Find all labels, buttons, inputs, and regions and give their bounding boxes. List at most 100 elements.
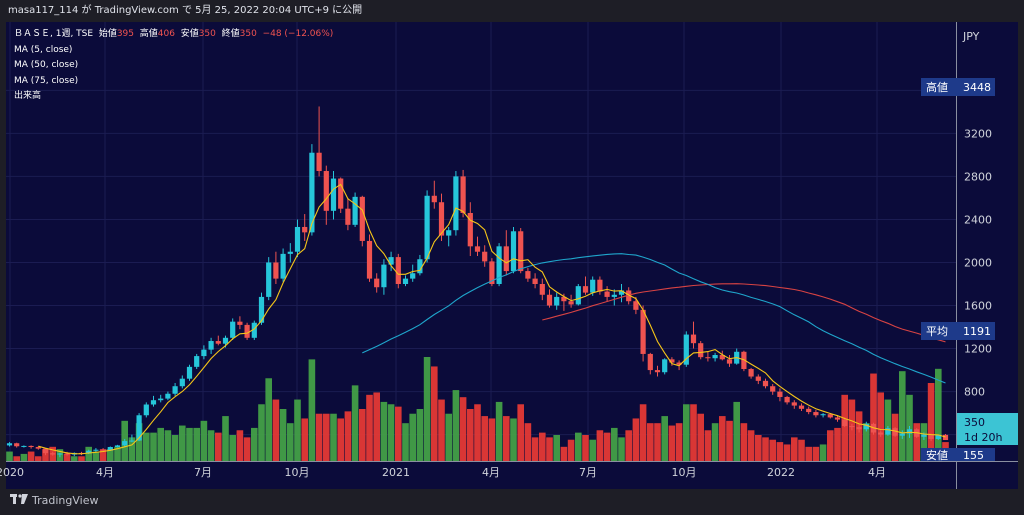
volume-bar <box>639 404 647 461</box>
candle-body <box>100 449 106 451</box>
candle-body <box>14 443 20 447</box>
candle-body <box>539 283 545 295</box>
volume-bar <box>337 418 344 461</box>
candle-body <box>798 405 805 409</box>
volume-bar <box>783 444 791 461</box>
volume-bar <box>222 416 229 461</box>
legend-volume[interactable]: 出来高 <box>14 91 42 101</box>
candle-body <box>510 231 517 272</box>
candle-body <box>453 176 459 231</box>
candle-body <box>482 251 488 262</box>
tradingview-logo[interactable]: TradingView <box>10 494 98 507</box>
volume-bar <box>193 427 200 461</box>
volume-bar <box>704 430 712 461</box>
candle-body <box>885 428 891 435</box>
candle-body <box>597 279 603 292</box>
low-marker-value: 155 <box>963 449 984 462</box>
candle-body <box>640 309 646 354</box>
volume-bar <box>409 413 416 461</box>
candle-body <box>86 450 92 454</box>
volume-bar <box>431 366 438 461</box>
volume-bar <box>675 423 683 461</box>
volume-bar <box>243 437 251 461</box>
candle-body <box>942 434 949 441</box>
volume-bar <box>186 427 193 461</box>
candle-body <box>863 423 869 430</box>
candle-body <box>676 362 682 365</box>
volume-bar <box>128 437 136 461</box>
candle-body <box>892 428 898 436</box>
volume-bar <box>855 411 863 461</box>
volume-bar <box>6 451 13 461</box>
legend-ma5[interactable]: MA (5, close) <box>14 44 73 55</box>
legend-high-label: 高値 <box>139 29 158 39</box>
candle-body <box>366 240 373 279</box>
candle-body <box>352 196 358 225</box>
ma75-line <box>542 283 946 343</box>
volume-bar <box>99 449 107 461</box>
volume-bar <box>265 378 272 461</box>
volume-bar <box>114 446 121 461</box>
time-tick-label: 7月 <box>194 466 212 479</box>
volume-bar <box>575 432 582 461</box>
candle-body <box>410 273 416 279</box>
candle-body <box>323 171 329 211</box>
average-marker-box <box>921 322 995 340</box>
volume-bar <box>272 399 280 461</box>
time-tick-label: 4月 <box>96 466 114 479</box>
volume-bar <box>373 392 380 461</box>
candle-body <box>136 415 142 441</box>
tradingview-logo-icon <box>10 494 28 504</box>
last-price-value: 350 <box>964 416 985 429</box>
candle-body <box>107 447 113 451</box>
last-price-box <box>957 413 1018 445</box>
legend-ma50[interactable]: MA (50, close) <box>14 60 79 70</box>
candle-body <box>791 402 797 406</box>
legend-ohlc-row: ＢＡＳＥ, 1週, TSE 始値395 高値406 安値350 終値350 −4… <box>14 27 333 43</box>
candle-body <box>230 321 236 338</box>
candle-body <box>330 178 337 211</box>
candle-body <box>417 259 423 274</box>
volume-bar <box>553 435 560 461</box>
volume-bar <box>359 409 366 461</box>
candle-body <box>215 341 221 344</box>
legend-ma75[interactable]: MA (75, close) <box>14 75 79 86</box>
price-tick-label: 800 <box>964 386 985 399</box>
volume-bar <box>913 423 920 461</box>
candle-body <box>777 391 783 397</box>
price-tick-label: 2000 <box>964 256 992 269</box>
time-tick-label: 2020 <box>0 466 24 479</box>
time-tick-label: 10月 <box>672 466 697 479</box>
candle-body <box>705 357 711 359</box>
candle-body <box>784 396 790 403</box>
candle-body <box>460 176 466 213</box>
candle-body <box>251 322 257 338</box>
candle-body <box>762 380 769 387</box>
time-tick-label: 10月 <box>285 466 310 479</box>
candle-body <box>345 208 351 225</box>
legend-symbol[interactable]: ＢＡＳＥ, 1週, TSE <box>14 29 94 39</box>
candle-body <box>496 246 502 284</box>
volume-bar <box>927 383 935 461</box>
candle-body <box>683 334 689 365</box>
volume-bar <box>625 430 632 461</box>
volume-bar <box>726 420 733 461</box>
price-tick-label: 2400 <box>964 213 992 226</box>
candle-body <box>28 445 34 448</box>
candle-body <box>114 445 121 448</box>
volume-bar <box>344 411 352 461</box>
candle-body <box>813 412 819 416</box>
candle-body <box>820 414 826 416</box>
footer-bar <box>0 489 1024 515</box>
volume-bar <box>524 423 532 461</box>
candle-body <box>165 393 171 399</box>
volume-bar <box>596 430 604 461</box>
candle-body <box>726 359 733 364</box>
candle-body <box>806 408 812 413</box>
candle-body <box>546 294 553 306</box>
volume-bar <box>747 430 755 461</box>
candle-body <box>446 230 452 236</box>
candle-body <box>129 440 135 442</box>
volume-bar <box>683 404 690 461</box>
